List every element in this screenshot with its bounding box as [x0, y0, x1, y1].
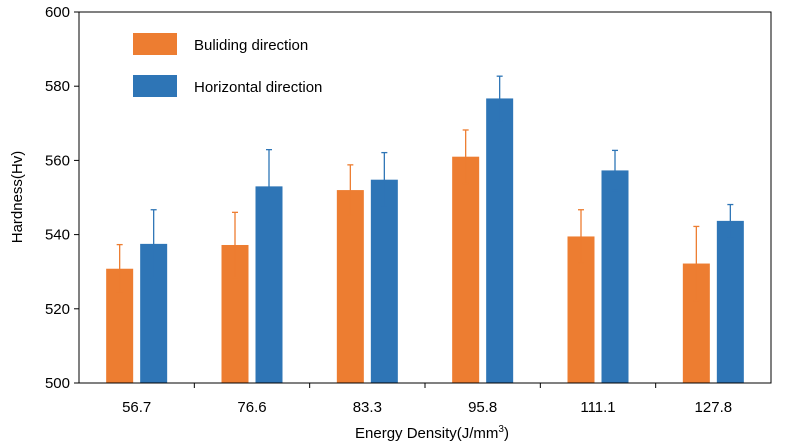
error-bar-horizontal-direction-56.7 [150, 209, 157, 279]
x-tick-label: 56.7 [122, 399, 151, 416]
error-bar-horizontal-direction-95.8 [496, 75, 503, 122]
error-bar-buliding-direction-76.6 [232, 211, 238, 279]
bar-horizontal-direction-111.1 [601, 170, 629, 383]
error-bar-buliding-direction-83.3 [347, 164, 354, 216]
y-tick-label: 540 [45, 227, 70, 244]
x-tick-label: 111.1 [580, 399, 615, 416]
error-bar-buliding-direction-95.8 [462, 129, 469, 185]
legend: Buliding direction Horizontal direction [133, 33, 322, 97]
y-tick-label: 600 [45, 4, 70, 21]
bar-horizontal-direction-127.8 [716, 220, 744, 383]
y-axis-title: Hardness(Hv) [9, 151, 26, 244]
error-bars-group [116, 75, 734, 302]
legend-swatch-building-direction [133, 33, 177, 55]
error-bar-horizontal-direction-76.6 [266, 148, 272, 224]
y-tick-label: 560 [45, 152, 70, 169]
x-axis-title-end: ) [504, 425, 509, 442]
legend-label-building-direction: Buliding direction [194, 37, 308, 54]
error-bar-buliding-direction-111.1 [578, 209, 584, 264]
bar-buliding-direction-83.3 [336, 190, 364, 383]
legend-label-horizontal-direction: Horizontal direction [194, 79, 322, 96]
bar-horizontal-direction-95.8 [486, 98, 514, 384]
y-tick-label: 520 [45, 301, 70, 318]
error-bar-horizontal-direction-83.3 [381, 151, 388, 208]
y-tick-label: 500 [45, 375, 70, 392]
x-tick-label: 95.8 [468, 399, 497, 416]
plot-area-frame [78, 11, 772, 384]
x-axis-title-main: Energy Density(J/mm [355, 425, 498, 442]
bar-horizontal-direction-83.3 [370, 179, 398, 383]
error-bar-buliding-direction-56.7 [116, 243, 123, 294]
x-axis-ticks: 56.7 76.6 83.3 95.8 111.1 127.8 [122, 383, 732, 416]
error-bar-buliding-direction-127.8 [693, 225, 700, 302]
bars-group [106, 98, 744, 384]
error-bar-horizontal-direction-111.1 [612, 149, 618, 192]
error-bar-horizontal-direction-127.8 [727, 203, 734, 238]
y-tick-label: 580 [45, 78, 70, 95]
x-axis-title: Energy Density(J/mm3) [355, 424, 509, 442]
x-tick-label: 76.6 [237, 399, 266, 416]
y-axis-ticks: 500 520 540 560 580 600 [45, 4, 79, 392]
bar-buliding-direction-95.8 [452, 156, 480, 383]
x-axis-title-superscript: 3 [498, 424, 504, 435]
x-tick-label: 83.3 [353, 399, 382, 416]
legend-swatch-horizontal-direction [133, 75, 177, 97]
x-tick-label: 127.8 [695, 399, 733, 416]
